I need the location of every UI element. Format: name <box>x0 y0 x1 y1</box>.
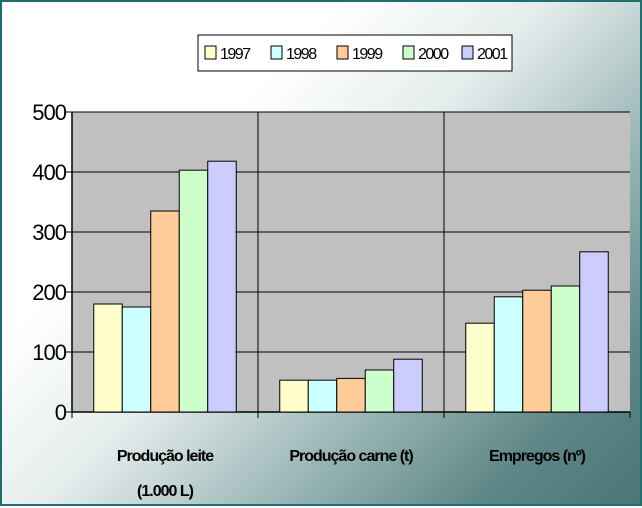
category-label: (1.000 L) <box>137 483 194 500</box>
bar-1998 <box>121 306 152 413</box>
legend-swatch <box>270 45 283 60</box>
bar-1999 <box>336 377 366 413</box>
bar-2000 <box>550 285 581 413</box>
bar-2000 <box>178 169 209 413</box>
legend-label: 1998 <box>286 46 317 63</box>
bar-2001 <box>207 160 237 413</box>
legend-box <box>197 34 513 72</box>
y-tick-label: 0 <box>55 400 67 425</box>
legend-label: 2001 <box>477 46 508 63</box>
category-label: Empregos (nº) <box>489 448 586 465</box>
legend-label: 2000 <box>418 46 449 63</box>
bar-1998 <box>307 379 338 413</box>
legend-swatch <box>204 45 217 60</box>
y-tick-label: 300 <box>32 220 66 245</box>
y-tick-label: 100 <box>32 340 66 365</box>
legend-label: 1997 <box>220 46 251 63</box>
legend-swatch <box>461 45 474 60</box>
category-label: Produção leite <box>117 448 214 465</box>
category-label: Produção carne (t) <box>289 448 413 465</box>
y-tick-label: 500 <box>32 100 66 125</box>
bar-2000 <box>364 369 395 413</box>
bar-1999 <box>522 289 552 413</box>
y-tick-label: 200 <box>32 280 66 305</box>
bar-2001 <box>393 358 423 413</box>
legend-swatch <box>402 45 415 60</box>
bar-1999 <box>150 210 180 413</box>
bar-1997 <box>465 322 495 413</box>
bar-1998 <box>493 296 524 413</box>
legend-swatch <box>336 45 349 60</box>
legend-label: 1999 <box>352 46 383 63</box>
bar-1997 <box>93 303 123 413</box>
y-tick-label: 400 <box>32 160 66 185</box>
bar-1997 <box>279 379 309 413</box>
bar-2001 <box>579 251 609 413</box>
